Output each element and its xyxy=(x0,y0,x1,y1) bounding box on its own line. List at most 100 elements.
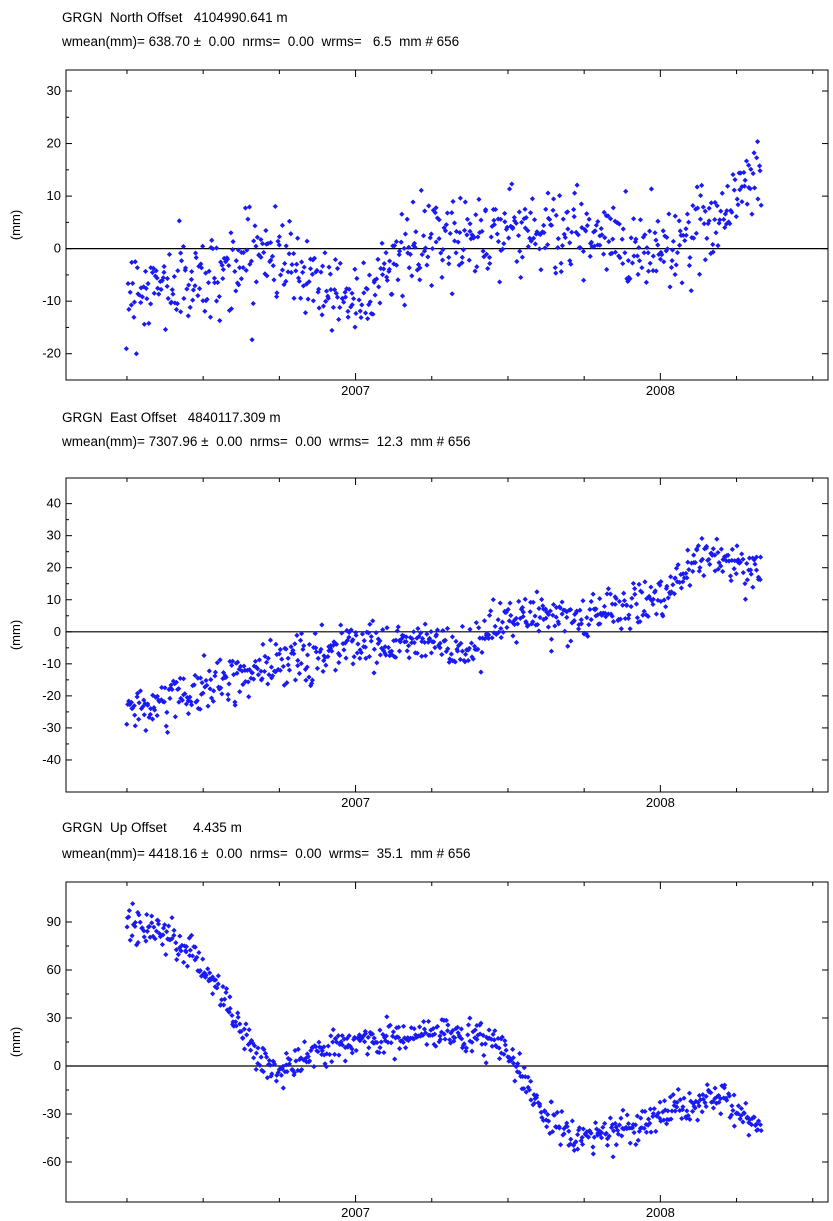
data-point xyxy=(413,229,419,235)
data-point xyxy=(171,932,177,938)
data-point xyxy=(613,1124,619,1130)
data-point xyxy=(456,642,462,649)
data-point xyxy=(731,187,737,193)
data-point xyxy=(394,628,400,634)
data-point xyxy=(432,1031,438,1037)
data-point xyxy=(276,234,282,240)
data-point xyxy=(510,633,516,639)
data-point xyxy=(179,697,185,703)
data-point xyxy=(577,245,583,251)
data-point xyxy=(603,614,609,620)
data-point xyxy=(633,236,639,242)
data-point xyxy=(478,217,484,223)
y-tick-label: 20 xyxy=(47,560,61,575)
data-point xyxy=(201,652,207,659)
data-point xyxy=(590,1144,596,1150)
data-point xyxy=(548,636,555,642)
data-point xyxy=(433,205,439,211)
data-point xyxy=(171,273,177,280)
data-point xyxy=(651,1106,657,1112)
data-point xyxy=(503,1047,509,1053)
data-point xyxy=(155,285,161,291)
data-point xyxy=(459,648,465,654)
data-point xyxy=(214,985,220,991)
data-point xyxy=(502,1038,508,1044)
data-point xyxy=(637,217,644,223)
data-point xyxy=(240,1035,246,1042)
data-point xyxy=(377,1027,383,1033)
data-point xyxy=(742,596,749,602)
data-point xyxy=(383,1033,389,1039)
data-point xyxy=(509,181,515,187)
data-point xyxy=(686,219,692,225)
data-point xyxy=(349,1046,355,1052)
data-point xyxy=(180,243,187,250)
data-point xyxy=(319,1048,325,1054)
data-point xyxy=(145,281,151,287)
data-point xyxy=(205,280,212,286)
data-point xyxy=(647,260,653,266)
data-point xyxy=(159,941,166,948)
data-point xyxy=(482,208,489,214)
data-point xyxy=(300,269,306,275)
data-point xyxy=(225,697,231,703)
data-point xyxy=(550,207,556,213)
data-point xyxy=(525,1074,531,1080)
data-point xyxy=(669,258,675,264)
data-point xyxy=(182,691,188,697)
data-point xyxy=(629,260,636,266)
data-point xyxy=(750,584,756,590)
data-point xyxy=(169,915,175,921)
data-point xyxy=(698,558,704,564)
data-point xyxy=(469,1048,475,1054)
data-point xyxy=(290,1067,296,1073)
data-point xyxy=(691,235,697,241)
data-point xyxy=(506,186,513,192)
y-tick-label: 30 xyxy=(47,83,61,98)
data-point xyxy=(742,581,748,587)
data-point xyxy=(739,184,745,190)
data-point xyxy=(156,291,162,297)
data-point xyxy=(659,252,665,258)
data-point xyxy=(370,311,376,317)
data-point xyxy=(519,219,525,226)
data-point xyxy=(319,622,325,628)
data-point xyxy=(486,612,493,619)
data-point xyxy=(124,721,130,727)
data-point xyxy=(131,703,137,709)
data-point xyxy=(315,289,321,295)
data-point xyxy=(350,661,356,667)
data-point xyxy=(251,1055,257,1061)
data-point xyxy=(361,260,367,266)
data-point xyxy=(408,1025,414,1031)
data-point xyxy=(724,208,730,214)
data-point xyxy=(668,589,675,595)
data-point xyxy=(459,254,465,261)
data-point xyxy=(355,641,361,647)
data-point xyxy=(497,279,503,285)
data-point xyxy=(137,919,143,925)
data-point xyxy=(729,546,735,552)
data-point xyxy=(561,1131,567,1137)
data-point xyxy=(554,1109,560,1116)
data-point xyxy=(253,1066,259,1072)
data-point xyxy=(133,942,140,948)
data-point xyxy=(362,1031,369,1037)
y-tick-label: 20 xyxy=(47,136,61,151)
data-point xyxy=(449,210,455,216)
data-point xyxy=(702,257,708,263)
data-point xyxy=(475,646,481,652)
data-point xyxy=(535,1100,541,1106)
data-point xyxy=(751,150,757,156)
data-point xyxy=(350,296,357,302)
data-point xyxy=(438,250,444,256)
data-point xyxy=(305,296,311,302)
data-point xyxy=(559,243,566,249)
data-point xyxy=(360,1033,367,1039)
data-point xyxy=(230,247,236,253)
data-point xyxy=(706,205,712,211)
data-point xyxy=(511,214,517,221)
data-point xyxy=(537,231,543,238)
data-point xyxy=(571,1147,577,1153)
data-point xyxy=(589,244,595,250)
